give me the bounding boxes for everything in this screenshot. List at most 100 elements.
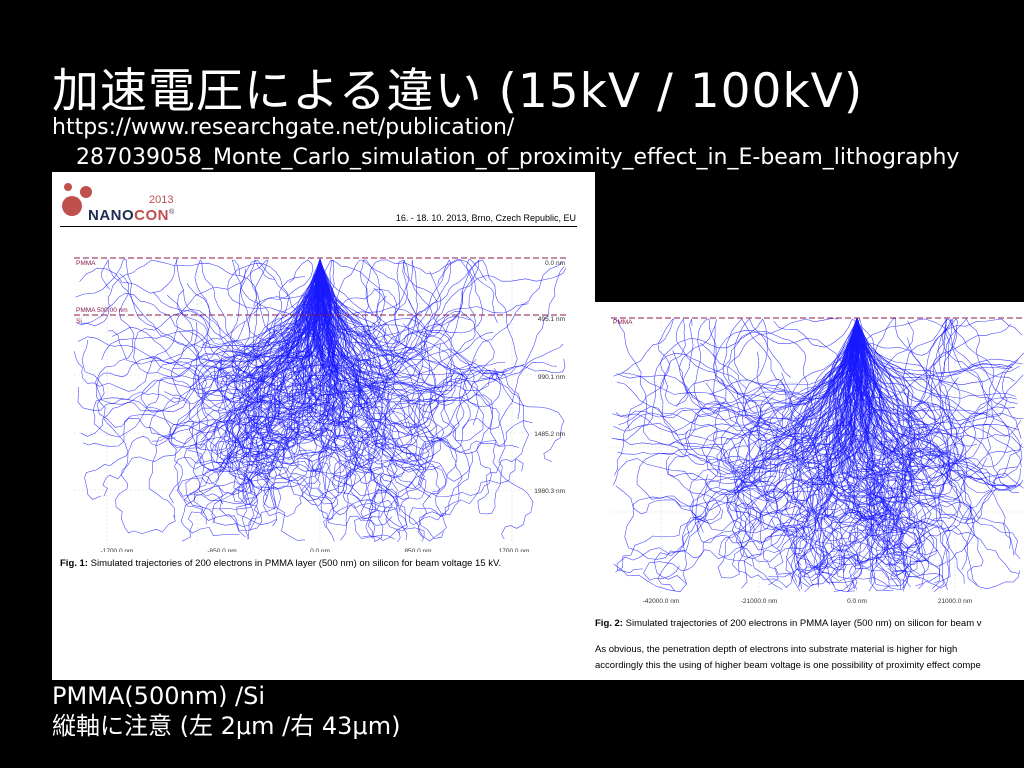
header-rule (60, 226, 577, 227)
trajectory (192, 258, 321, 505)
trajectory (856, 317, 949, 494)
trajectory (319, 258, 399, 539)
trajectory (311, 258, 387, 451)
x-tick-label: 0.0 nm (847, 598, 867, 605)
caption-line1: PMMA(500nm) /Si (52, 682, 266, 710)
trajectory (252, 258, 433, 490)
trajectory (318, 258, 519, 497)
source-url-line2[interactable]: 287039058_Monte_Carlo_simulation_of_prox… (76, 145, 960, 170)
trajectory (216, 258, 321, 403)
trajectory (319, 258, 557, 450)
trajectory (636, 317, 858, 532)
trajectory (856, 317, 1022, 439)
source-url-line1[interactable]: https://www.researchgate.net/publication… (52, 115, 515, 140)
trajectory (822, 317, 918, 580)
trajectory (756, 317, 864, 480)
trajectory (856, 317, 1012, 489)
trajectory (111, 258, 321, 380)
trajectory (856, 317, 964, 492)
x-tick-label: 1700.0 nm (499, 548, 530, 552)
trajectory (841, 317, 968, 587)
trajectory (856, 317, 956, 484)
trajectory (306, 258, 384, 542)
trajectory (101, 258, 321, 360)
trajectory (856, 317, 1016, 399)
x-tick-label: 21000.0 nm (938, 598, 972, 605)
electron-trajectories (73, 258, 567, 543)
trajectory (615, 317, 858, 515)
trajectory (615, 317, 920, 573)
x-tick-label: 0.0 nm (310, 548, 330, 552)
trajectory (669, 317, 858, 446)
trajectory (855, 317, 984, 586)
trajectory (823, 317, 961, 584)
trajectory (832, 317, 1023, 479)
trajectory (822, 317, 876, 586)
trajectory (319, 258, 447, 542)
trajectory (856, 317, 1018, 429)
trajectory (319, 258, 480, 375)
trajectory (319, 258, 386, 511)
trajectory (856, 317, 947, 567)
trajectory (780, 317, 870, 590)
trajectory (815, 317, 1016, 549)
trajectory (846, 317, 1015, 482)
trajectory (856, 317, 1023, 382)
trajectory (737, 317, 858, 586)
trajectory (856, 317, 1021, 559)
trajectory (705, 317, 858, 534)
trajectory (193, 258, 321, 401)
trajectory (847, 317, 945, 533)
trajectory (856, 317, 1022, 520)
trajectory (319, 258, 524, 515)
trajectory (188, 258, 321, 527)
trajectory (149, 258, 360, 439)
trajectory (243, 258, 321, 540)
trajectory (172, 258, 328, 458)
body-text-line2: accordingly this the using of higher bea… (595, 660, 981, 671)
trajectory (241, 258, 321, 539)
trajectory (210, 258, 392, 455)
trajectory (722, 317, 867, 439)
body-text-line1: As obvious, the penetration depth of ele… (595, 644, 958, 655)
trajectory (687, 317, 858, 504)
trajectory (245, 258, 384, 445)
trajectory (764, 317, 863, 531)
y-tick-label: 990.1 nm (538, 374, 565, 381)
trajectory (856, 317, 954, 455)
trajectory (741, 317, 889, 589)
trajectory (811, 317, 891, 582)
trajectory (319, 258, 530, 539)
trajectory (842, 317, 880, 589)
trajectory (704, 317, 858, 575)
trajectory (617, 317, 859, 469)
layer-label: PMMA 500.00 nm (76, 307, 128, 314)
trajectory (771, 317, 915, 569)
trajectory (316, 258, 495, 402)
trajectory (193, 258, 321, 538)
paper-figure-1: 2013 NANOCON® 16. - 18. 10. 2013, Brno, … (52, 172, 595, 680)
trajectory (694, 317, 900, 533)
x-tick-label: 850.0 nm (404, 548, 431, 552)
x-tick-label: -1700.0 nm (101, 548, 134, 552)
trajectory (319, 258, 534, 540)
trajectory (856, 317, 942, 565)
trajectory (285, 258, 345, 472)
trajectory (856, 317, 1019, 435)
y-tick-label: 1980.3 nm (534, 488, 565, 495)
x-tick-label: -850.0 nm (207, 548, 236, 552)
trajectory (273, 258, 335, 381)
trajectory (166, 258, 324, 404)
nanocon-logo: 2013 NANOCON® (58, 176, 178, 224)
trajectory (846, 317, 1020, 574)
trajectory (848, 317, 959, 460)
trajectory (200, 258, 328, 441)
slide-caption: PMMA(500nm) /Si 縦軸に注意 (左 2μm /右 43μm) (52, 681, 400, 741)
source-url[interactable]: https://www.researchgate.net/publication… (52, 113, 959, 173)
trajectory (92, 258, 322, 438)
trajectory (833, 317, 1024, 489)
trajectory (315, 258, 427, 500)
trajectory (318, 258, 484, 345)
trajectory (815, 317, 858, 590)
trajectory (847, 317, 911, 592)
